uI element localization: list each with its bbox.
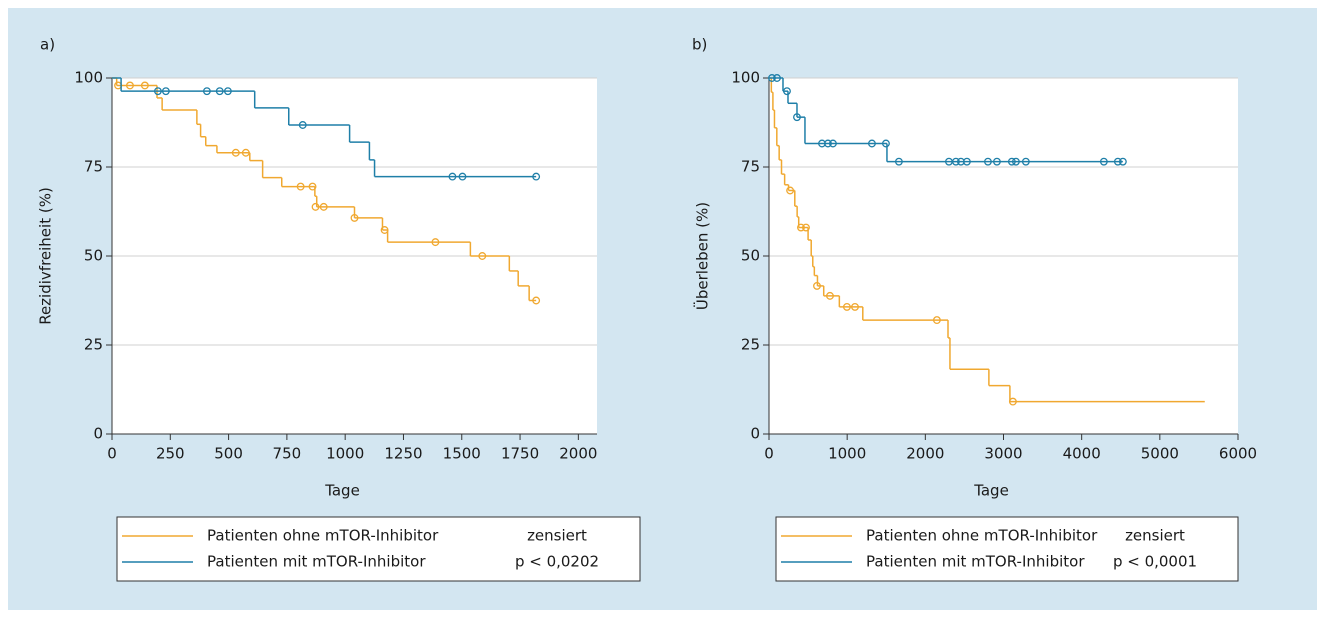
censor-marker xyxy=(350,213,359,222)
censor-marker xyxy=(818,139,826,148)
x-tick-label: 0 xyxy=(107,445,117,463)
y-tick-label: 25 xyxy=(741,336,760,354)
x-tick-label: 1000 xyxy=(326,445,364,463)
censor-marker xyxy=(802,223,810,232)
censor-marker xyxy=(311,202,320,211)
censor-marker xyxy=(1008,397,1017,406)
censor-marker xyxy=(532,172,541,181)
censor-marker xyxy=(215,87,224,96)
censor-marker xyxy=(894,157,903,166)
censor-marker xyxy=(962,157,971,166)
legend-note: zensiert xyxy=(1125,527,1185,545)
x-tick-label: 3000 xyxy=(984,445,1022,463)
panel-label: a) xyxy=(40,36,55,54)
censor-marker xyxy=(241,148,250,157)
censor-marker xyxy=(951,157,960,166)
y-tick-label: 25 xyxy=(84,336,103,354)
censor-marker xyxy=(1021,157,1030,166)
censor-marker xyxy=(380,226,389,234)
y-tick-label: 100 xyxy=(731,69,760,87)
x-tick-label: 250 xyxy=(156,445,185,463)
censor-marker xyxy=(773,74,781,82)
censor-marker xyxy=(319,202,328,211)
censor-marker xyxy=(161,87,170,96)
legend-label: Patienten ohne mTOR-Inhibitor xyxy=(866,527,1098,545)
censor-marker xyxy=(983,157,992,166)
censor-marker xyxy=(813,281,821,290)
x-tick-label: 0 xyxy=(764,445,774,463)
x-tick-label: 500 xyxy=(214,445,243,463)
censor-marker xyxy=(851,302,859,311)
legend-box xyxy=(116,516,641,582)
censor-marker xyxy=(478,252,487,260)
censor-marker xyxy=(458,172,467,181)
y-tick-label: 75 xyxy=(84,158,103,176)
legend-label: Patienten mit mTOR-Inhibitor xyxy=(207,553,426,571)
censor-marker xyxy=(1011,157,1020,166)
censor-marker xyxy=(823,139,832,148)
censor-marker xyxy=(298,121,307,129)
censor-marker xyxy=(932,316,941,325)
y-tick-label: 50 xyxy=(84,247,103,265)
censor-marker xyxy=(532,296,541,305)
censor-marker xyxy=(768,74,776,82)
censor-marker xyxy=(842,302,851,311)
legend-box xyxy=(775,516,1239,582)
x-tick-label: 5000 xyxy=(1141,445,1179,463)
y-axis-label: Rezidivfreiheit (%) xyxy=(37,187,55,325)
x-tick-label: 2000 xyxy=(906,445,944,463)
censor-marker xyxy=(867,139,876,148)
legend-note: p < 0,0001 xyxy=(1113,553,1197,571)
censor-marker xyxy=(140,81,149,90)
censor-marker xyxy=(992,157,1001,166)
censor-marker xyxy=(786,186,795,195)
censor-marker xyxy=(881,139,890,148)
legend-note: zensiert xyxy=(527,527,587,545)
x-tick-label: 2000 xyxy=(559,445,597,463)
censor-marker xyxy=(308,182,317,191)
x-tick-label: 6000 xyxy=(1219,445,1257,463)
y-tick-label: 0 xyxy=(93,425,103,443)
y-tick-label: 0 xyxy=(750,425,760,443)
y-axis-label: Überleben (%) xyxy=(693,202,712,310)
censor-marker xyxy=(828,139,837,148)
censor-marker xyxy=(231,148,240,157)
censor-marker xyxy=(448,172,457,181)
censor-marker xyxy=(783,87,791,96)
censor-marker xyxy=(826,291,834,300)
censor-marker xyxy=(431,238,440,247)
censor-marker xyxy=(1118,157,1127,166)
legend-label: Patienten ohne mTOR-Inhibitor xyxy=(207,527,439,545)
x-axis-label: Tage xyxy=(973,482,1009,500)
x-tick-label: 4000 xyxy=(1063,445,1101,463)
censor-marker xyxy=(296,182,305,191)
censor-marker xyxy=(793,113,801,122)
x-tick-label: 1000 xyxy=(828,445,866,463)
censor-marker xyxy=(1113,157,1122,166)
censor-marker xyxy=(797,223,805,232)
x-tick-label: 1500 xyxy=(443,445,481,463)
x-tick-label: 1750 xyxy=(501,445,539,463)
y-tick-label: 50 xyxy=(741,247,760,265)
x-axis-label: Tage xyxy=(324,482,360,500)
censor-marker xyxy=(202,87,211,96)
censor-marker xyxy=(223,87,232,96)
x-tick-label: 750 xyxy=(273,445,302,463)
legend-note: p < 0,0202 xyxy=(515,553,599,571)
censor-marker xyxy=(153,87,162,96)
censor-marker xyxy=(1099,157,1108,166)
y-tick-label: 75 xyxy=(741,158,760,176)
censor-marker xyxy=(1007,157,1016,166)
censor-marker xyxy=(126,81,134,90)
legend-label: Patienten mit mTOR-Inhibitor xyxy=(866,553,1085,571)
y-tick-label: 100 xyxy=(74,69,103,87)
panel-label: b) xyxy=(692,36,707,54)
x-tick-label: 1250 xyxy=(384,445,422,463)
